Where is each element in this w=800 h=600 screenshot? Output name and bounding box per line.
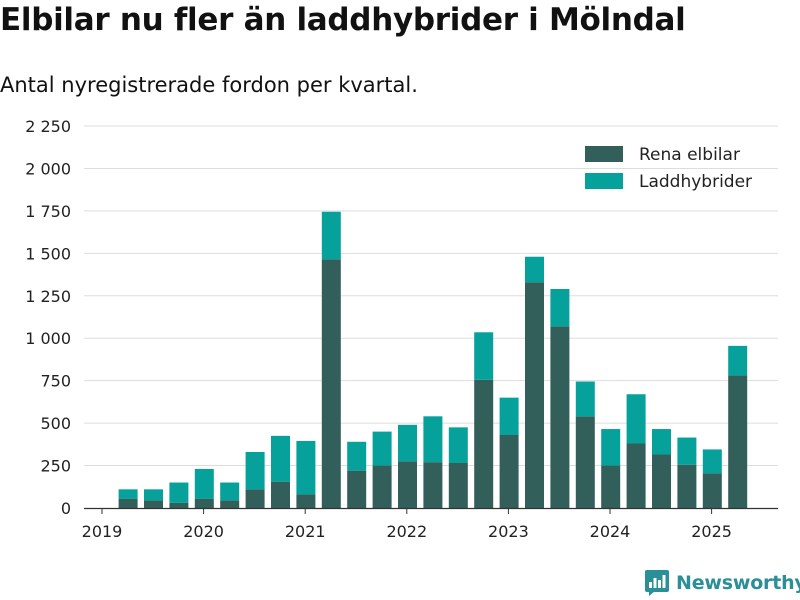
bar-laddhybrider xyxy=(652,429,671,455)
bar-laddhybrider xyxy=(347,441,367,471)
bar-laddhybrider xyxy=(448,427,468,464)
bar-laddhybrider xyxy=(626,394,646,444)
bar-rena-elbilar xyxy=(728,375,748,508)
y-tick-label: 500 xyxy=(40,414,71,433)
bar-laddhybrider xyxy=(423,416,443,463)
y-tick-label: 1 750 xyxy=(25,202,71,221)
x-tick-label: 2019 xyxy=(82,522,123,541)
x-tick-label: 2021 xyxy=(285,522,326,541)
x-tick-label: 2024 xyxy=(590,522,631,541)
legend-label: Rena elbilar xyxy=(639,145,740,165)
x-tick-label: 2022 xyxy=(386,522,427,541)
bar-rena-elbilar xyxy=(575,416,595,508)
bar-rena-elbilar xyxy=(423,462,443,508)
y-tick-label: 250 xyxy=(40,457,71,476)
bar-laddhybrider xyxy=(271,435,290,482)
bar-rena-elbilar xyxy=(347,470,367,508)
bar-laddhybrider xyxy=(474,332,494,380)
bar-rena-elbilar xyxy=(144,500,163,508)
bar-rena-elbilar xyxy=(398,461,417,508)
bar-laddhybrider xyxy=(499,397,519,435)
x-tick-label: 2023 xyxy=(488,522,529,541)
brand-name: Newsworthy xyxy=(676,572,800,594)
y-tick-label: 1 500 xyxy=(25,244,71,263)
x-tick-label: 2025 xyxy=(691,522,732,541)
y-tick-label: 1 000 xyxy=(25,329,71,348)
legend-label: Laddhybrider xyxy=(639,172,752,192)
y-tick-label: 2 250 xyxy=(25,117,71,136)
newsworthy-logo: Newsworthy xyxy=(645,570,800,596)
bar-laddhybrider xyxy=(601,429,621,466)
bar-rena-elbilar xyxy=(245,489,265,508)
chart-title: Elbilar nu fler än laddhybrider i Mölnda… xyxy=(0,2,686,38)
bar-laddhybrider xyxy=(169,482,189,503)
bar-laddhybrider xyxy=(194,468,214,499)
bar-laddhybrider xyxy=(702,449,722,474)
legend-swatch xyxy=(585,146,623,162)
bar-rena-elbilar xyxy=(169,502,189,508)
bar-laddhybrider xyxy=(372,431,392,466)
bar-rena-elbilar xyxy=(118,498,138,508)
bar-laddhybrider xyxy=(525,256,544,283)
chart-subtitle: Antal nyregistrerade fordon per kvartal. xyxy=(0,73,418,97)
bar-rena-elbilar xyxy=(474,379,494,508)
bar-laddhybrider xyxy=(677,437,697,465)
bar-rena-elbilar xyxy=(702,473,722,508)
legend: Rena elbilar Laddhybrider xyxy=(585,145,752,192)
bar-rena-elbilar xyxy=(499,434,519,508)
bar-laddhybrider xyxy=(118,489,138,499)
bar-rena-elbilar xyxy=(448,463,468,508)
bar-rena-elbilar xyxy=(321,259,341,508)
bar-rena-elbilar xyxy=(372,465,392,508)
y-tick-label: 2 000 xyxy=(25,159,71,178)
bar-rena-elbilar xyxy=(271,481,290,508)
bar-laddhybrider xyxy=(575,381,595,417)
y-tick-label: 1 250 xyxy=(25,287,71,306)
bar-laddhybrider xyxy=(321,211,341,260)
bar-rena-elbilar xyxy=(550,326,570,508)
bar-rena-elbilar xyxy=(652,454,671,508)
bar-laddhybrider xyxy=(728,345,748,376)
bars xyxy=(118,211,748,508)
bar-laddhybrider xyxy=(144,489,163,501)
bar-rena-elbilar xyxy=(296,494,316,508)
bar-laddhybrider xyxy=(296,440,316,495)
gridlines xyxy=(84,125,778,467)
bar-rena-elbilar xyxy=(677,464,697,508)
x-tick-label: 2020 xyxy=(183,522,224,541)
bar-rena-elbilar xyxy=(194,498,214,508)
bar-rena-elbilar xyxy=(626,443,646,508)
bar-laddhybrider xyxy=(398,424,417,462)
x-axis: 2019 2020 2021 2022 2023 2024 2025 xyxy=(82,508,732,541)
bar-laddhybrider xyxy=(245,451,265,490)
y-tick-label: 0 xyxy=(61,499,71,518)
bar-chart-logo-icon xyxy=(645,570,669,596)
bar-rena-elbilar xyxy=(525,282,544,508)
bar-laddhybrider xyxy=(220,482,240,501)
bar-laddhybrider xyxy=(550,288,570,327)
bar-rena-elbilar xyxy=(220,500,240,508)
bar-rena-elbilar xyxy=(601,465,621,508)
y-tick-label: 750 xyxy=(40,372,71,391)
y-axis-tick-labels: 0 250 500 750 1 000 1 250 1 500 1 750 2 000 2 250 xyxy=(25,117,71,518)
legend-swatch xyxy=(585,173,623,189)
